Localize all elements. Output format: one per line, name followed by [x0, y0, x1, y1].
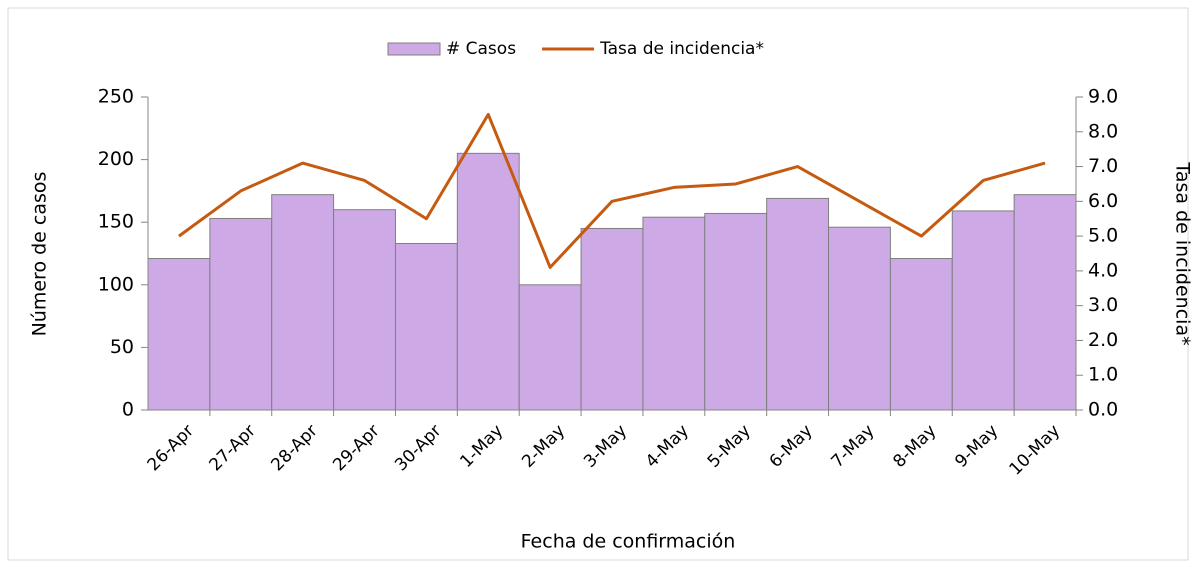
y2-axis-title: Tasa de incidencia* [1172, 161, 1194, 345]
bar [271, 194, 335, 411]
y2-tick-label: 9.0 [1088, 86, 1118, 108]
y2-tick-label: 4.0 [1088, 259, 1118, 281]
y2-tick-label: 0.0 [1088, 399, 1118, 421]
y2-tick-label: 5.0 [1088, 225, 1118, 247]
y-tick-label: 150 [98, 211, 134, 233]
bar [580, 227, 644, 411]
bar [704, 212, 768, 411]
bar [766, 197, 830, 411]
y-tick-label: 50 [110, 336, 134, 358]
bar [333, 209, 396, 411]
bar [147, 258, 211, 411]
y-tick-label: 250 [98, 86, 134, 108]
legend-label: # Casos [446, 39, 516, 59]
line-series [178, 112, 1046, 269]
y2-tick-label: 7.0 [1088, 155, 1118, 177]
y-tick-label: 0 [122, 399, 134, 421]
bar [951, 210, 1015, 411]
legend-label: Tasa de incidencia* [599, 39, 764, 59]
y2-tick-label: 1.0 [1088, 364, 1118, 386]
bar [456, 152, 520, 411]
x-axis-title: Fecha de confirmación [521, 531, 736, 553]
y2-tick-label: 8.0 [1088, 120, 1118, 142]
y2-tick-label: 6.0 [1088, 190, 1118, 212]
y-axis-title: Número de casos [29, 172, 51, 337]
bar [889, 258, 953, 411]
legend-swatch [387, 42, 441, 56]
bar [209, 217, 273, 411]
bar [828, 226, 891, 411]
bar [394, 242, 458, 411]
y-tick-label: 200 [98, 148, 134, 170]
y2-tick-label: 2.0 [1088, 329, 1118, 351]
bar [1013, 194, 1077, 411]
bar [642, 216, 706, 411]
bar [518, 284, 582, 411]
y2-tick-label: 3.0 [1088, 294, 1118, 316]
y-tick-label: 100 [98, 273, 134, 295]
